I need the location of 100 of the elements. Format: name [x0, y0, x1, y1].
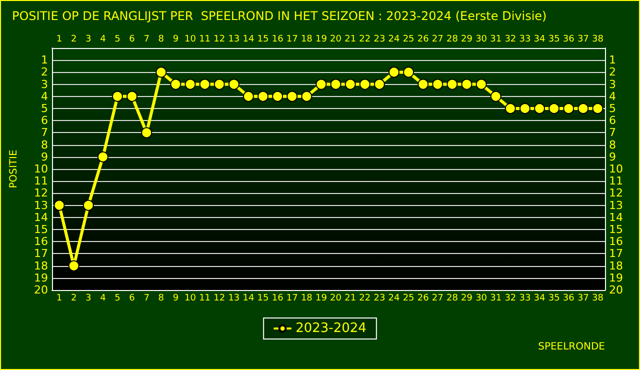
point [316, 78, 327, 90]
point [578, 103, 589, 114]
x2-tick-label: 14 [242, 34, 254, 44]
x2-tick-label: 30 [476, 34, 488, 44]
y-axis-title: POSITIE [8, 150, 20, 188]
point [112, 90, 123, 102]
y2-tick-label: 7 [609, 126, 616, 140]
x2-tick-label: 5 [114, 34, 120, 44]
point [156, 66, 167, 78]
x2-tick-label: 12 [214, 34, 226, 44]
y-tick-label: 12 [34, 186, 48, 200]
x-tick-label: 21 [344, 294, 356, 304]
y2-tick-label: 19 [609, 271, 623, 284]
point [126, 90, 138, 102]
point [563, 103, 574, 114]
point [476, 78, 487, 90]
x2-tick-label: 31 [490, 34, 502, 44]
point [403, 66, 414, 78]
x2-tick-label: 6 [129, 34, 136, 44]
x2-tick-label: 22 [359, 34, 371, 44]
point [548, 103, 560, 114]
x-tick-label: 8 [158, 294, 164, 304]
x2-tick-label: 17 [286, 34, 298, 44]
x-tick-label: 6 [129, 294, 136, 304]
x-tick-label: 34 [534, 294, 546, 304]
x2-tick-label: 36 [562, 34, 575, 44]
x2-tick-label: 10 [184, 34, 196, 44]
x-tick-label: 26 [417, 294, 430, 304]
x-tick-label: 27 [432, 294, 444, 304]
x2-tick-label: 20 [330, 34, 342, 44]
x-tick-label: 18 [300, 294, 313, 304]
x2-tick-label: 19 [315, 34, 328, 44]
x2-tick-label: 2 [70, 34, 77, 44]
x-tick-label: 23 [374, 294, 386, 304]
y-tick-label: 6 [41, 114, 48, 128]
point [344, 78, 356, 90]
x-tick-label: 19 [315, 294, 328, 304]
x2-tick-label: 34 [534, 34, 546, 44]
y-tick-label: 13 [34, 198, 48, 212]
x2-tick-label: 25 [402, 34, 414, 44]
x2-tick-label: 16 [272, 34, 284, 44]
y2-tick-label: 12 [609, 186, 623, 200]
point [170, 78, 182, 90]
y-tick-label: 10 [34, 162, 48, 176]
x2-tick-label: 27 [432, 34, 444, 44]
x-tick-label: 9 [172, 294, 179, 304]
x-tick-label: 11 [199, 294, 211, 304]
x-tick-label: 38 [592, 294, 604, 304]
y-tick-label: 18 [34, 259, 48, 272]
point [242, 90, 254, 102]
point [461, 78, 472, 90]
point [330, 78, 342, 90]
point [534, 103, 546, 114]
point [199, 78, 210, 90]
y-tick-label: 7 [41, 126, 48, 140]
x2-tick-label: 8 [158, 34, 164, 44]
x-tick-label: 3 [86, 294, 92, 304]
y2-tick-label: 16 [609, 235, 623, 248]
point [214, 78, 225, 90]
y-tick-label: 8 [41, 138, 48, 152]
x-tick-label: 31 [490, 294, 502, 304]
y2-tick-label: 15 [609, 223, 623, 236]
point [97, 151, 108, 162]
y2-tick-label: 2 [609, 66, 616, 79]
x-tick-label: 2 [70, 294, 77, 304]
x2-tick-label: 23 [374, 34, 386, 44]
y-tick-label: 3 [41, 78, 48, 91]
x2-tick-label: 11 [199, 34, 211, 44]
point [388, 66, 400, 78]
x2-tick-label: 13 [228, 34, 240, 44]
x2-tick-label: 7 [144, 34, 150, 44]
y-tick-label: 15 [34, 223, 48, 236]
x2-tick-label: 24 [388, 34, 400, 44]
x2-tick-label: 18 [300, 34, 313, 44]
y2-tick-label: 1 [609, 54, 616, 67]
y2-tick-label: 11 [609, 174, 623, 188]
x-tick-label: 29 [461, 294, 473, 304]
y2-tick-label: 9 [609, 150, 616, 164]
y2-tick-label: 3 [609, 78, 616, 91]
point [504, 103, 516, 114]
point [592, 103, 604, 114]
point [418, 78, 429, 90]
point [82, 200, 94, 211]
point [446, 78, 458, 90]
x-axis-title: SPEELRONDE [538, 342, 605, 352]
x-tick-label: 7 [144, 294, 150, 304]
x-tick-label: 28 [446, 294, 458, 304]
x2-tick-label: 32 [504, 34, 516, 44]
point [258, 90, 269, 102]
x-tick-label: 32 [504, 294, 516, 304]
point [228, 78, 240, 90]
point [68, 260, 80, 272]
point [519, 103, 530, 114]
x-tick-label: 1 [56, 294, 62, 304]
y-tick-label: 19 [34, 271, 48, 284]
y2-tick-label: 6 [609, 114, 616, 128]
x-tick-label: 16 [272, 294, 284, 304]
x-tick-label: 5 [114, 294, 120, 304]
legend-label: 2023-2024 [296, 321, 366, 336]
point [54, 200, 65, 211]
